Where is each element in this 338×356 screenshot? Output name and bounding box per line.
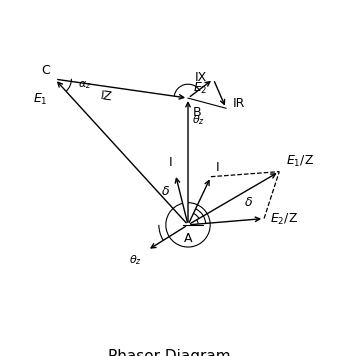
Text: $\delta$: $\delta$ bbox=[244, 195, 253, 209]
Text: IZ: IZ bbox=[99, 89, 113, 103]
Text: $\theta_z$: $\theta_z$ bbox=[129, 253, 142, 267]
Text: Phasor Diagram: Phasor Diagram bbox=[108, 349, 230, 356]
Text: A: A bbox=[184, 232, 192, 246]
Text: $\theta_z$: $\theta_z$ bbox=[192, 113, 205, 127]
Text: $E_1$: $E_1$ bbox=[33, 92, 47, 107]
Text: $E_2$: $E_2$ bbox=[193, 80, 208, 95]
Text: $\alpha_z$: $\alpha_z$ bbox=[78, 79, 91, 91]
Text: IR: IR bbox=[232, 97, 245, 110]
Text: B: B bbox=[193, 106, 202, 119]
Text: $E_2$/Z: $E_2$/Z bbox=[270, 212, 298, 227]
Text: IX: IX bbox=[195, 70, 207, 84]
Text: I: I bbox=[216, 161, 219, 174]
Text: I: I bbox=[169, 156, 173, 169]
Text: $\delta$: $\delta$ bbox=[161, 185, 170, 198]
Text: C: C bbox=[41, 64, 50, 77]
Text: $E_1$/Z: $E_1$/Z bbox=[286, 154, 314, 169]
